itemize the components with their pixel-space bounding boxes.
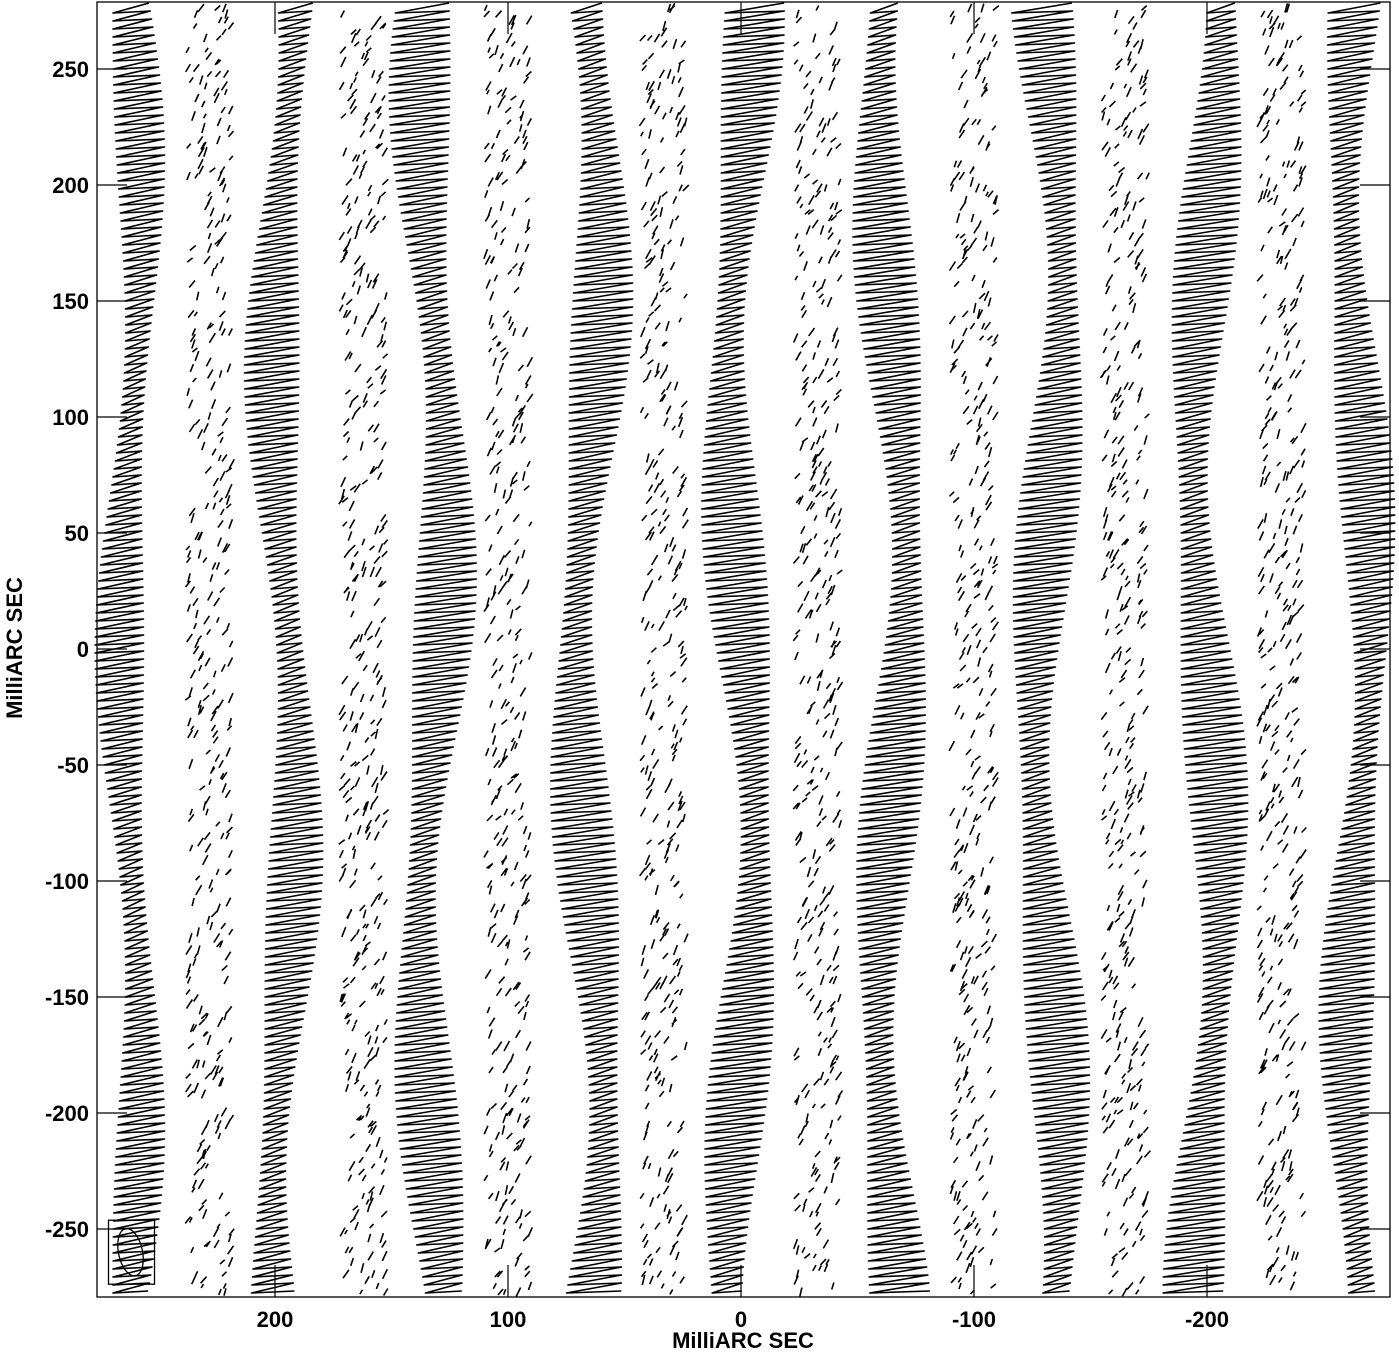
- contour-band-2: [243, 2, 324, 1294]
- contour-band-11: [948, 3, 1000, 1295]
- y-tick-label: 100: [52, 405, 89, 430]
- contour-band-4: [388, 2, 478, 1294]
- contour-band-13: [1099, 5, 1152, 1297]
- x-axis-ticks: 200 100 0 -100 -200: [257, 2, 1229, 1332]
- contour-trace: [852, 2, 930, 1294]
- contour-trace: [1318, 2, 1396, 1294]
- contour-band-6: [549, 2, 634, 1294]
- y-tick-label: -250: [45, 1217, 89, 1242]
- contour-fragments: [483, 4, 534, 1297]
- contour-trace: [94, 2, 166, 1294]
- contour-band-7: [638, 2, 690, 1295]
- contour-trace: [243, 2, 324, 1294]
- y-tick-label: -100: [45, 869, 89, 894]
- contour-fragments: [1099, 5, 1152, 1297]
- contour-fragments: [338, 10, 390, 1296]
- y-tick-label: 50: [65, 521, 89, 546]
- contour-band-5: [483, 4, 534, 1297]
- contour-trace: [549, 2, 634, 1294]
- contour-band-1: [184, 3, 236, 1296]
- contour-band-8: [701, 2, 786, 1294]
- x-tick-label: -100: [952, 1307, 996, 1332]
- x-tick-label: 0: [735, 1307, 747, 1332]
- beam-box: [107, 1219, 156, 1285]
- contour-band-10: [852, 2, 930, 1294]
- contour-traces: [94, 2, 1396, 1297]
- y-tick-label: 150: [52, 289, 89, 314]
- contour-band-15: [1256, 3, 1307, 1291]
- y-tick-label: -150: [45, 985, 89, 1010]
- contour-fragments: [948, 3, 1000, 1295]
- y-tick-label: 200: [52, 173, 89, 198]
- contour-fragments: [184, 3, 236, 1296]
- contour-fragments: [1256, 3, 1307, 1291]
- contour-fragments: [792, 5, 844, 1297]
- x-tick-label: 200: [257, 1307, 294, 1332]
- contour-trace: [701, 2, 786, 1294]
- y-tick-label: -50: [57, 753, 89, 778]
- contour-trace: [388, 2, 478, 1294]
- contour-trace: [1162, 2, 1249, 1294]
- contour-band-3: [338, 10, 390, 1296]
- y-tick-label: 0: [77, 637, 89, 662]
- x-tick-label: -200: [1185, 1307, 1229, 1332]
- contour-band-16: [1318, 2, 1396, 1294]
- contour-band-12: [1010, 2, 1091, 1294]
- y-tick-label: 250: [52, 57, 89, 82]
- contour-trace: [1010, 2, 1091, 1294]
- contour-band-0: [94, 2, 166, 1294]
- y-tick-label: -200: [45, 1101, 89, 1126]
- x-tick-label: 100: [490, 1307, 527, 1332]
- y-axis-label: MilliARC SEC: [2, 577, 27, 719]
- x-axis-label: MilliARC SEC: [672, 1328, 814, 1353]
- contour-band-14: [1162, 2, 1249, 1294]
- contour-band-9: [792, 5, 844, 1297]
- y-axis-ticks: 250 200 150 100 50 0 -50 -100 -150 -200 -250: [45, 57, 1390, 1242]
- contour-fragments: [638, 2, 690, 1295]
